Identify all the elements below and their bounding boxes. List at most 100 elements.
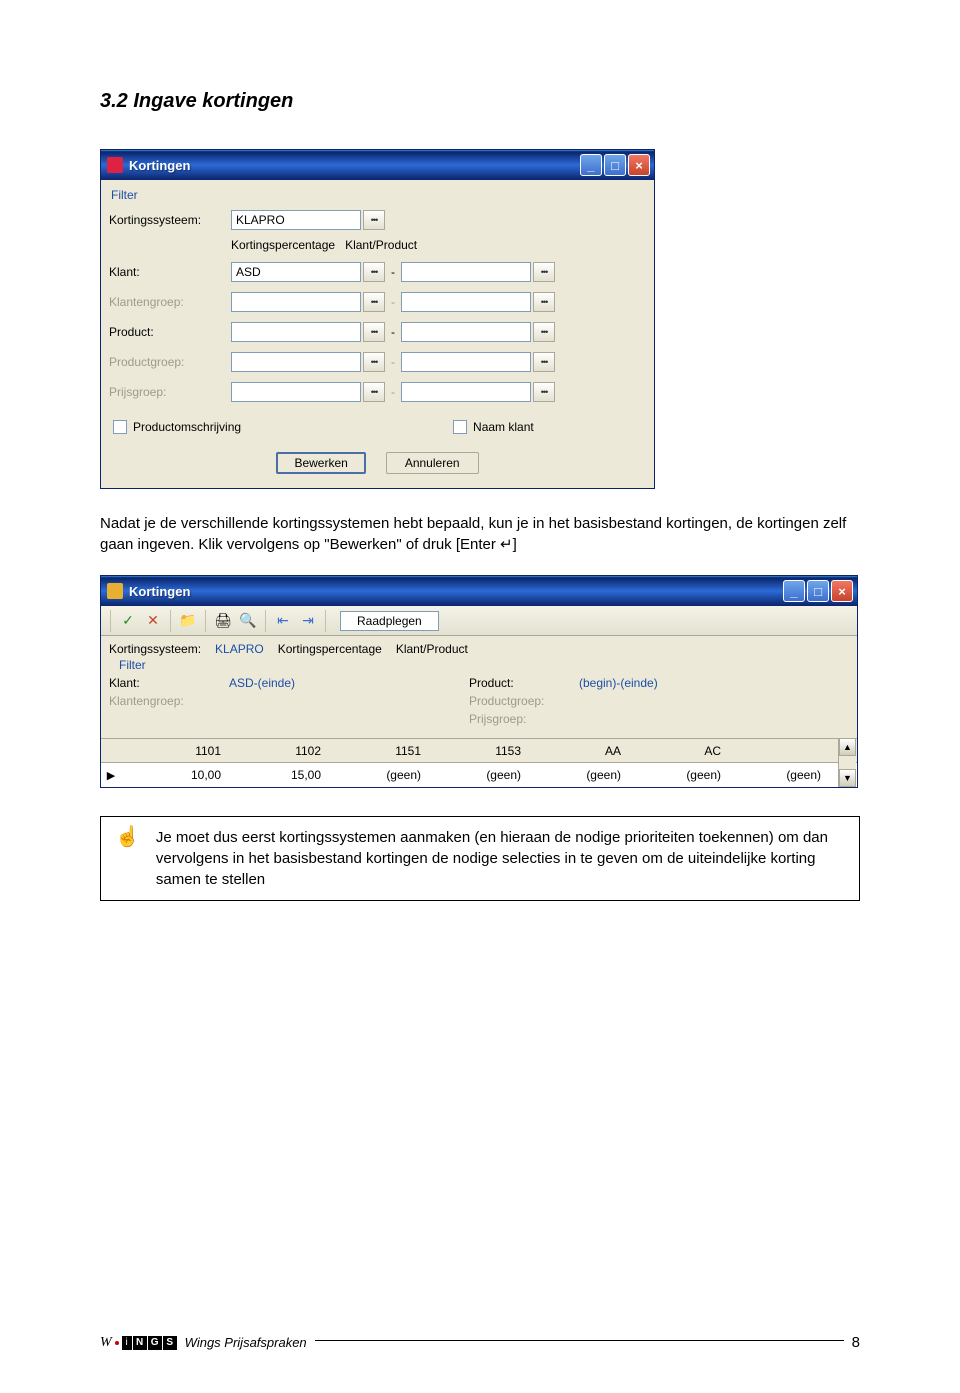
minimize-button[interactable]: _: [580, 154, 602, 176]
klant-input-to[interactable]: [401, 262, 531, 282]
klantengroep-label: Klantengroep:: [109, 295, 231, 309]
window-body: Filter Kortingssysteem: ••• Kortingsperc…: [101, 180, 654, 488]
grid: 1101 1102 1151 1153 AA AC ▶ 10,00 15,00 …: [101, 738, 857, 787]
product-label-2: Product:: [469, 676, 579, 690]
toolbar-print-icon[interactable]: 🖨: [212, 610, 234, 632]
kortingssysteem-input[interactable]: [231, 210, 361, 230]
naamklant-checkbox[interactable]: [453, 420, 467, 434]
button-row: Bewerken Annuleren: [109, 444, 646, 478]
window-controls: _ □ ×: [580, 154, 650, 176]
klant-value-2: ASD-(einde): [229, 676, 409, 690]
klantengroep-label-2: Klantengroep:: [109, 694, 229, 708]
klantengroep-input-from: [231, 292, 361, 312]
detail-klantengroep-row: Klantengroep: Productgroep:: [101, 692, 857, 710]
row-marker-icon: ▶: [107, 769, 115, 782]
productgroep-input-to: [401, 352, 531, 372]
grid-header-cell: AA: [531, 744, 631, 758]
detail-klant-row: Klant: ASD-(einde) Product: (begin)-(ein…: [101, 674, 857, 692]
product-row: Product: ••• - •••: [109, 320, 646, 344]
prijsgroep-lookup-from: •••: [363, 382, 385, 402]
note-box: ☝ Je moet dus eerst kortingssystemen aan…: [100, 816, 860, 901]
klant-lookup-from[interactable]: •••: [363, 262, 385, 282]
productgroep-lookup-from: •••: [363, 352, 385, 372]
grid-data-cell: (geen): [631, 768, 731, 782]
toolbar-cancel-icon[interactable]: ✕: [142, 610, 164, 632]
footer-title: Wings Prijsafspraken: [185, 1335, 307, 1350]
productgroep-label: Productgroep:: [109, 355, 231, 369]
kortingssysteem-lookup-button[interactable]: •••: [363, 210, 385, 230]
section-title: 3.2 Ingave kortingen: [100, 90, 860, 113]
filter-label: Filter: [111, 188, 646, 202]
prijsgroep-input-from: [231, 382, 361, 402]
scroll-up-icon[interactable]: ▲: [839, 738, 856, 756]
product-input-to[interactable]: [401, 322, 531, 342]
kortingssysteem-row: Kortingssysteem: •••: [109, 208, 646, 232]
kortingssysteem-label: Kortingssysteem:: [109, 213, 231, 227]
checkbox-row: Productomschrijving Naam klant: [109, 410, 646, 444]
product-value-2: (begin)-(einde): [579, 676, 658, 690]
productgroep-lookup-to: •••: [533, 352, 555, 372]
prijsgroep-row: Prijsgroep: ••• - •••: [109, 380, 646, 404]
product-input-from[interactable]: [231, 322, 361, 342]
grid-header-cell: 1102: [231, 744, 331, 758]
toolbar-folder-icon[interactable]: 📁: [177, 610, 199, 632]
grid-data-cell: 15,00: [231, 768, 331, 782]
page-number: 8: [852, 1334, 860, 1351]
grid-header: 1101 1102 1151 1153 AA AC: [101, 739, 857, 763]
subtitle-row: Kortingspercentage Klant/Product: [231, 238, 646, 252]
filter-label-2: Filter: [101, 656, 857, 674]
close-button-2[interactable]: ×: [831, 580, 853, 602]
productgroep-input-from: [231, 352, 361, 372]
klantengroep-input-to: [401, 292, 531, 312]
product-label: Product:: [109, 325, 231, 339]
kortingen-window-2: Kortingen _ □ × ✓ ✕ 📁 🖨 🔍 ⇤ ⇥ Raadplegen…: [100, 575, 858, 788]
product-lookup-from[interactable]: •••: [363, 322, 385, 342]
subtitle-kortingspercentage: Kortingspercentage: [231, 238, 335, 252]
subtitle-klantproduct: Klant/Product: [345, 238, 417, 252]
prijsgroep-label-2: Prijsgroep:: [469, 712, 579, 726]
product-lookup-to[interactable]: •••: [533, 322, 555, 342]
bewerken-button[interactable]: Bewerken: [276, 452, 365, 474]
scroll-down-icon[interactable]: ▼: [839, 769, 856, 787]
dash: -: [391, 355, 395, 369]
klant-input-from[interactable]: [231, 262, 361, 282]
prijsgroep-label: Prijsgroep:: [109, 385, 231, 399]
klantproduct-label: Klant/Product: [396, 642, 468, 656]
close-button[interactable]: ×: [628, 154, 650, 176]
grid-header-cell: 1153: [431, 744, 531, 758]
klantengroep-lookup-from: •••: [363, 292, 385, 312]
minimize-button-2[interactable]: _: [783, 580, 805, 602]
toolbar-search-icon[interactable]: 🔍: [237, 610, 259, 632]
titlebar-2: Kortingen _ □ ×: [101, 576, 857, 606]
kortingen-window-1: Kortingen _ □ × Filter Kortingssysteem: …: [100, 149, 655, 489]
note-text: Je moet dus eerst kortingssystemen aanma…: [156, 827, 845, 890]
grid-data-cell: (geen): [731, 768, 831, 782]
maximize-button-2[interactable]: □: [807, 580, 829, 602]
mode-field[interactable]: Raadplegen: [340, 611, 439, 631]
klant-lookup-to[interactable]: •••: [533, 262, 555, 282]
footer: W i N G S Wings Prijsafspraken 8: [100, 1334, 860, 1351]
dash: -: [391, 325, 395, 339]
grid-header-cell: 1151: [331, 744, 431, 758]
hand-point-icon: ☝: [115, 827, 140, 847]
prijsgroep-lookup-to: •••: [533, 382, 555, 402]
grid-header-cell: 1101: [131, 744, 231, 758]
annuleren-button[interactable]: Annuleren: [386, 452, 479, 474]
window-title: Kortingen: [129, 158, 580, 173]
grid-data-cell: (geen): [431, 768, 531, 782]
klantengroep-lookup-to: •••: [533, 292, 555, 312]
app-icon: [107, 157, 123, 173]
toolbar-arrow-in-icon[interactable]: ⇤: [272, 610, 294, 632]
productgroep-row: Productgroep: ••• - •••: [109, 350, 646, 374]
productomschrijving-checkbox[interactable]: [113, 420, 127, 434]
maximize-button[interactable]: □: [604, 154, 626, 176]
vertical-scrollbar[interactable]: ▲ ▼: [838, 738, 856, 787]
productomschrijving-label: Productomschrijving: [133, 420, 241, 434]
naamklant-label: Naam klant: [473, 420, 534, 434]
toolbar-ok-icon[interactable]: ✓: [117, 610, 139, 632]
toolbar-arrow-out-icon[interactable]: ⇥: [297, 610, 319, 632]
dash: -: [391, 295, 395, 309]
kortingssysteem-label-2: Kortingssysteem:: [109, 642, 201, 656]
kortingspercentage-label: Kortingspercentage: [278, 642, 382, 656]
grid-data-cell: (geen): [531, 768, 631, 782]
